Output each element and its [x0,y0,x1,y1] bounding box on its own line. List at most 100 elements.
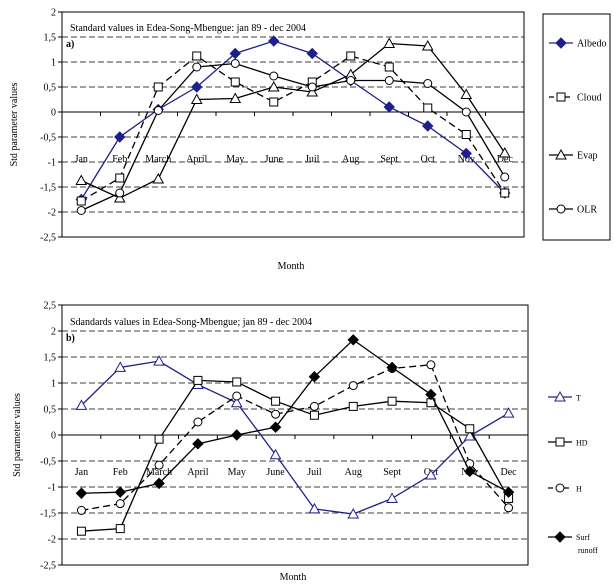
panel-label: a) [66,39,74,50]
legend-label-line: runoff [578,546,598,555]
point-evap-sept [383,37,396,48]
point-hd-feb [115,524,125,534]
point-surf-runoff-sept [386,361,398,374]
point-evap-march [152,172,165,184]
point-h-oct [426,360,436,370]
legend-marker-hd [555,437,565,447]
x-tick-label-june: June [266,467,285,478]
point-evap-may [229,92,242,103]
legend: T HD H Surf runoff [548,390,598,555]
point-hd-march [154,434,164,444]
chart-b: -2,5 -2 -1,5 -1 -0,5 0 0,5 1 1,5 2 2,5 Jan Feb March A… [12,301,598,584]
x-tick-label-march: March [146,467,172,478]
y-tick-label: 2 [51,8,56,19]
point-hd-aug [348,401,358,411]
point-evap-june [267,80,280,92]
point-olr-april [192,62,202,72]
series-line-cloud [80,55,506,202]
x-axis-label: Month [278,261,305,272]
y-tick-label: -1 [48,483,56,494]
series-cloud [76,51,510,206]
point-hd-june [271,396,281,406]
point-t-march [153,355,165,366]
y-tick-label: -1,5 [40,509,56,520]
x-tick-label-aug: Aug [345,467,362,478]
legend-label-h: H [576,485,582,494]
point-olr-may [230,59,240,68]
point-albedo-feb [114,131,126,143]
point-h-jan [76,505,86,515]
point-evap-oct [421,39,434,51]
point-hd-sept [387,396,397,406]
point-evap-nov [460,88,473,99]
legend-label-hd: HD [576,439,588,448]
x-tick-label-dec: Dec [501,467,518,478]
y-tick-label: -2 [48,208,56,219]
point-surf-runoff-april [192,438,204,450]
point-t-feb [114,361,127,372]
point-albedo-nov [460,147,472,160]
series-surf-runoff [75,334,515,499]
point-albedo-may [229,47,241,60]
y-tick-label: -1 [48,158,56,169]
point-albedo-oct [422,120,434,132]
legend-marker-olr [556,204,566,214]
legend-label-line: Surf [576,533,590,542]
point-albedo-juil [306,47,318,60]
point-t-may [230,396,243,408]
point-cloud-april [192,51,202,61]
plot-area [61,11,525,238]
point-olr-dec [500,172,510,182]
point-h-juil [309,401,319,411]
series-line-surf-runoff [81,339,509,494]
point-h-feb [115,499,125,509]
legend-box [542,13,611,241]
point-cloud-oct [423,103,433,113]
y-tick-label: -2,5 [40,233,56,244]
panel-label: b) [66,333,75,344]
point-t-jan [75,399,88,410]
x-axis-label: Month [280,572,307,583]
point-t-nov [463,430,476,441]
point-surf-runoff-march [153,477,165,490]
point-olr-oct [423,79,433,88]
y-tick-label: 1 [51,379,56,390]
x-tick-label-juil: Juil [307,467,322,478]
point-h-march [154,460,164,470]
point-hd-jan [76,526,86,536]
legend-label-olr: OLR [577,205,597,216]
point-surf-runoff-jan [75,487,88,499]
point-olr-sept [384,76,394,85]
y-tick-label: -2,5 [40,561,56,572]
x-tick-label-oct: Oct [421,154,436,165]
point-h-april [193,417,203,427]
point-t-sept [386,492,398,503]
legend-label-surf-runoff: Surf runoff [576,533,598,555]
legend-marker-t [554,390,566,402]
point-olr-nov [461,107,471,117]
x-tick-label-march: March [145,154,171,165]
legend-item-cloud: Cloud [549,92,601,104]
point-cloud-feb [115,173,125,183]
legend-marker-albedo [555,37,567,49]
point-h-june [271,409,281,419]
point-surf-runoff-may [231,429,243,441]
legend-marker-h [555,483,565,493]
chart-title: Standard values in Edea-Song-Mbengue: ja… [70,23,306,34]
series-line-t [80,360,509,515]
y-tick-label: 0 [51,108,56,119]
y-tick-label: -2 [48,535,56,546]
x-tick-label-april: April [187,467,208,478]
x-tick-label-jan: Jan [75,154,88,165]
y-axis-label: Std parameter values [9,82,20,166]
x-tick-label-feb: Feb [112,154,127,165]
series-line-albedo [80,40,506,200]
y-tick-label: 2 [51,327,56,338]
point-albedo-sept [383,101,395,113]
point-olr-june [269,71,279,81]
x-tick-label-april: April [186,154,207,165]
point-h-aug [348,381,358,391]
point-cloud-may [230,77,240,87]
point-cloud-june [269,97,279,107]
point-olr-juil [307,82,317,92]
